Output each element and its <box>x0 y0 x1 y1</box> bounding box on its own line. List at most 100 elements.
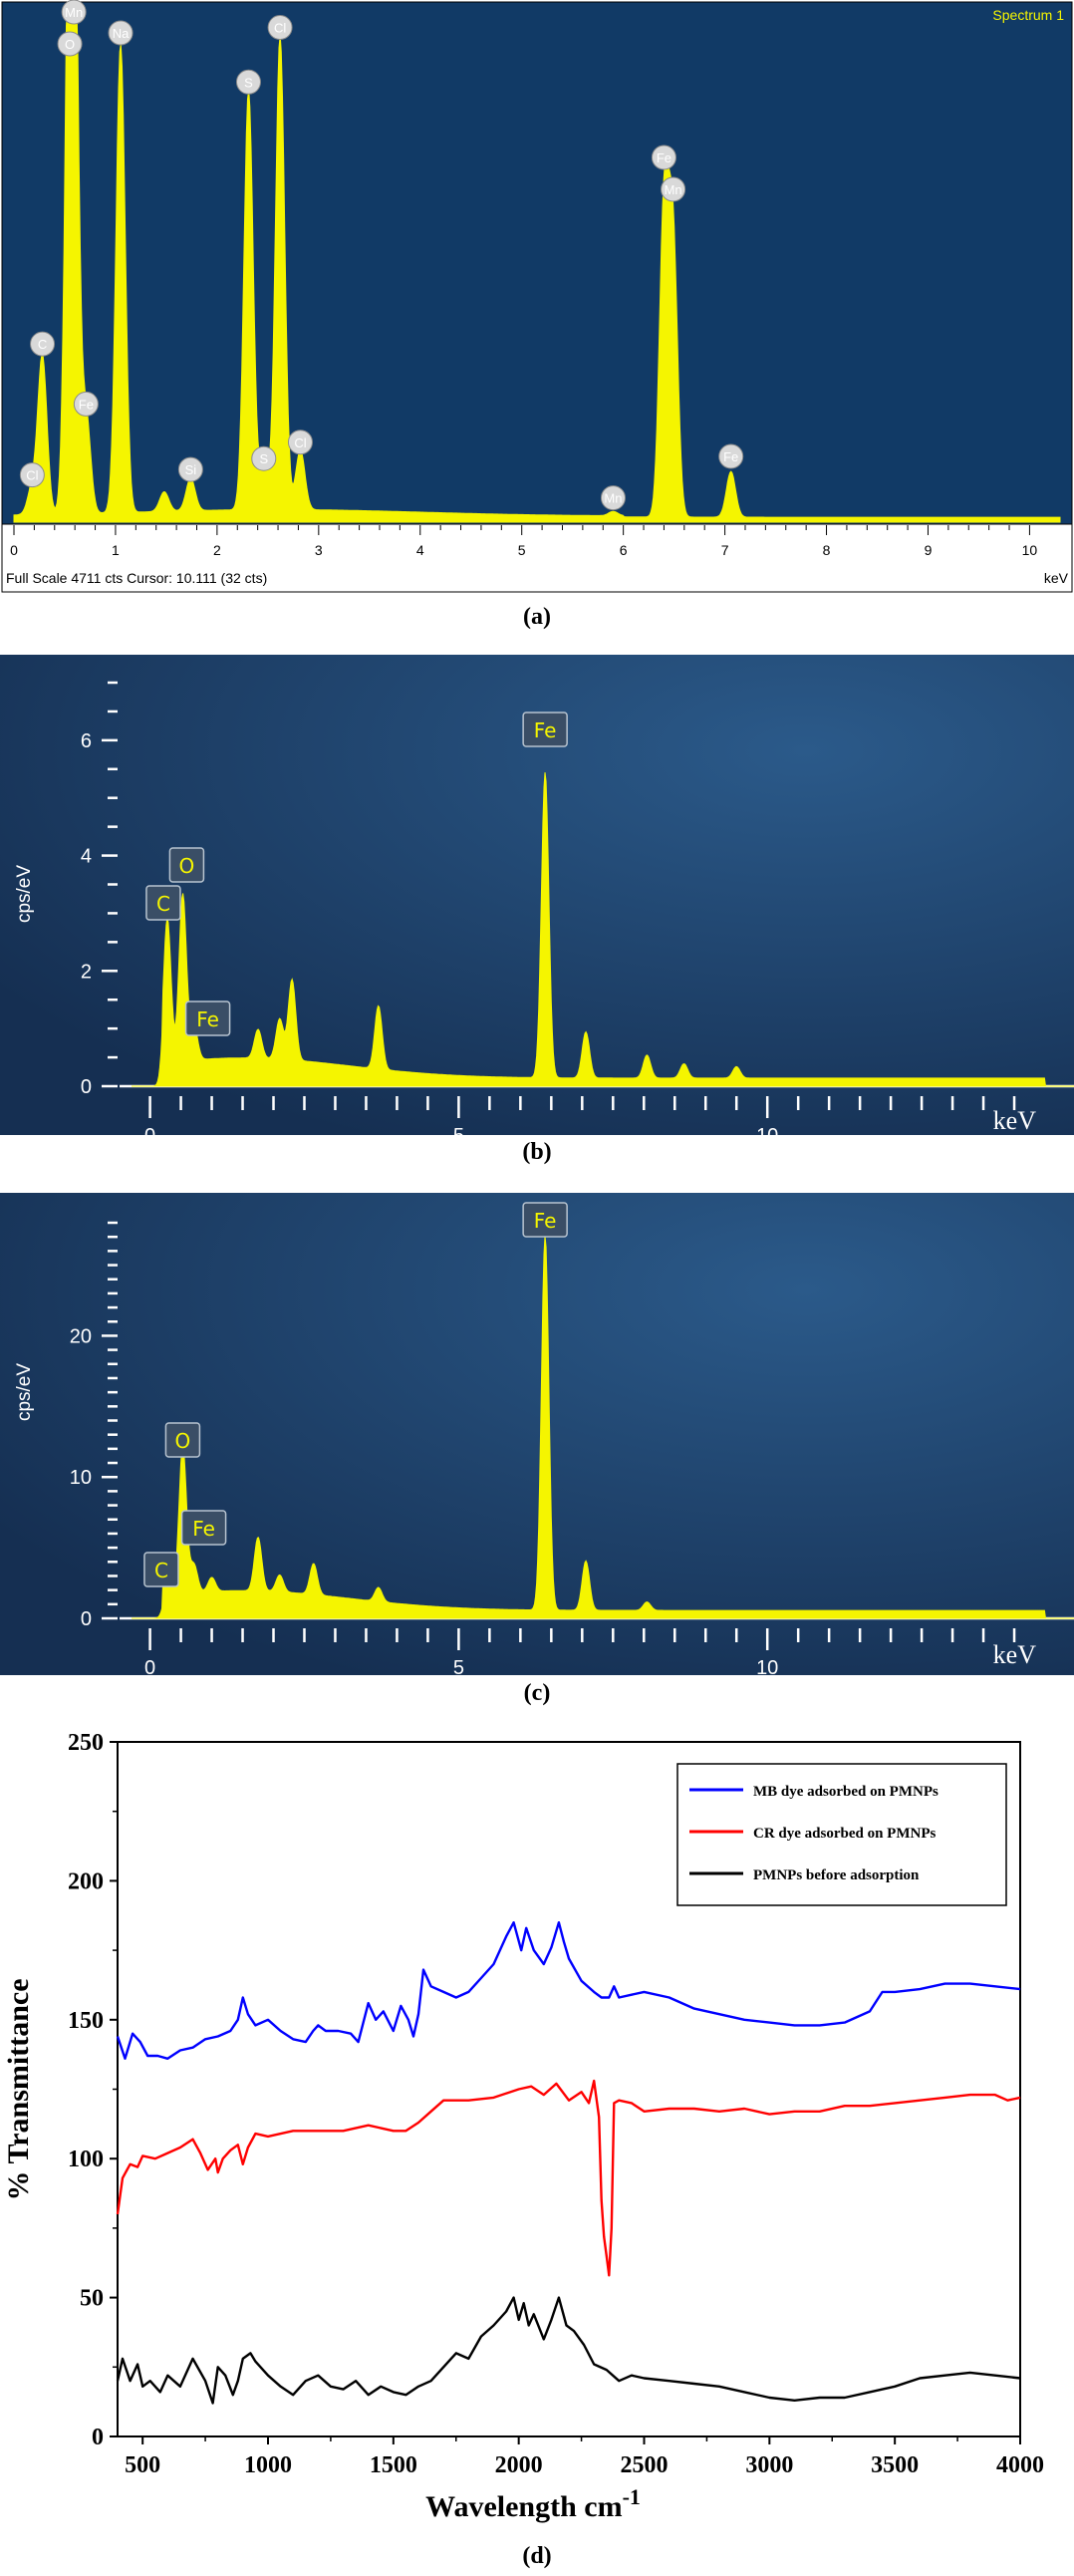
series-line-cr <box>116 2079 1021 2277</box>
peak-label-s: S <box>251 445 277 471</box>
x-tick-label: 4 <box>416 542 424 558</box>
caption-a: (a) <box>523 604 551 630</box>
peak-label-box <box>143 1552 179 1587</box>
x-tick-label: 0 <box>10 542 18 558</box>
ftir-chart: 0 50 100 150 200 250 500 1000 1500 2000 2500 3000 35… <box>2 1730 1044 2523</box>
peak-label-bubble <box>661 176 686 202</box>
peak-label-bubble <box>235 69 261 95</box>
peak-label-text: Cl <box>274 21 286 36</box>
y-tick-label: 250 <box>68 1730 104 1756</box>
x-axis: 0 1 2 3 4 5 6 7 8 9 10 <box>10 525 1037 558</box>
peak-label-box <box>164 1422 201 1458</box>
peak-label-bubble <box>287 429 313 455</box>
peak-label-text: Fe <box>657 150 671 165</box>
peak-label-bubble <box>19 462 45 488</box>
y-tick-label: 20 <box>70 1325 92 1347</box>
x-tick-label: 6 <box>620 542 628 558</box>
spectrum-peak-area <box>132 772 1074 1087</box>
x-tick-label: 500 <box>125 2452 160 2478</box>
peak-label-text: S <box>259 451 268 466</box>
peak-label-cl: Cl <box>267 15 293 41</box>
peak-label-bubble <box>57 31 83 57</box>
peak-label-text: Cl <box>26 468 38 483</box>
peak-label-text: O <box>179 854 195 878</box>
peak-label-bubble <box>177 456 203 482</box>
legend-label-cr: CR dye adsorbed on PMNPs <box>753 1826 937 1842</box>
y-tick-label: 6 <box>81 730 92 752</box>
peak-label-box <box>145 885 181 921</box>
eds-spectrum-c: 0 10 20 0 5 10 C O Fe Fe cps/eV keV <box>0 1193 1074 1675</box>
y-tick-label: 4 <box>81 846 92 868</box>
y-tick-label: 200 <box>68 1868 104 1894</box>
peak-label-fe: Fe <box>73 391 99 417</box>
y-tick-label: 2 <box>81 961 92 983</box>
plot-background <box>1 1 1073 525</box>
peak-label-o: O <box>57 31 83 57</box>
peak-label-fe: Fe <box>522 1202 568 1238</box>
peak-label-text: Fe <box>79 397 94 412</box>
peak-label-c: C <box>145 885 181 921</box>
peak-label-box <box>180 1510 227 1546</box>
peak-label-box <box>522 712 568 747</box>
legend-label-mb: MB dye adsorbed on PMNPs <box>753 1784 939 1800</box>
peak-label-bubble <box>61 0 87 25</box>
peak-label-text: Fe <box>196 1007 219 1031</box>
peak-label-text: C <box>154 1559 168 1582</box>
x-tick-label: 8 <box>823 542 831 558</box>
peak-label-fe: Fe <box>522 712 568 747</box>
peak-label-fe: Fe <box>651 144 676 170</box>
peak-label-text: C <box>38 337 47 352</box>
peak-label-text: C <box>156 892 170 916</box>
peak-label-mn: Mn <box>661 176 686 202</box>
axis-unit: keV <box>1044 570 1069 586</box>
y-tick-label: 150 <box>68 2008 104 2034</box>
legend: MB dye adsorbed on PMNPs CR dye adsorbed… <box>676 1763 1007 1906</box>
peak-label-text: Na <box>113 26 130 41</box>
x-tick-label: 9 <box>925 542 933 558</box>
x-tick-label: 5 <box>453 1657 464 1675</box>
peak-labels: C O Fe Fe <box>143 1202 568 1587</box>
x-tick-label: 2 <box>213 542 221 558</box>
peak-label-text: O <box>65 37 75 52</box>
x-tick-label: 10 <box>756 1657 778 1675</box>
x-axis-label-main: Wavelength cm <box>425 2490 622 2523</box>
x-tick-label: 3 <box>315 542 323 558</box>
legend-label-pmnp: PMNPs before adsorption <box>753 1867 920 1883</box>
y-tick-label: 0 <box>81 1608 92 1630</box>
x-tick-label: 5 <box>518 542 526 558</box>
peak-label-c: C <box>30 331 56 357</box>
x-axis-label-sup: -1 <box>623 2484 641 2509</box>
peak-label-cl: Cl <box>19 462 45 488</box>
y-tick-label: 0 <box>92 2425 104 2450</box>
x-tick-label: 3000 <box>745 2452 793 2478</box>
caption-c: (c) <box>523 1680 551 1706</box>
eds-spectrum-b: 0 2 4 6 0 5 10 CO Fe Fe cps/eV keV <box>0 655 1074 1137</box>
peak-label-text: Fe <box>534 1209 557 1233</box>
spectrum-peak-area <box>13 7 1061 523</box>
peak-label-bubble <box>651 144 676 170</box>
peak-label-text: Mn <box>604 491 622 506</box>
x-tick-label: 1500 <box>370 2452 417 2478</box>
peak-label-bubble <box>267 15 293 41</box>
spectrum-peak-area <box>132 1236 1074 1619</box>
peak-label-text: Si <box>185 462 197 477</box>
peak-series <box>132 1236 1074 1619</box>
y-tick-label: 10 <box>70 1467 92 1489</box>
peak-label-bubble <box>73 391 99 417</box>
y-tick-label: 0 <box>81 1076 92 1098</box>
peak-label-bubble <box>718 443 744 469</box>
x-tick-label: 10 <box>1022 542 1038 558</box>
peak-label-s: S <box>235 69 261 95</box>
peak-label-mn: Mn <box>600 485 626 511</box>
peak-label-bubble <box>108 20 134 46</box>
x-tick-label: 4000 <box>996 2452 1044 2478</box>
peak-label-si: Si <box>177 456 203 482</box>
peak-label-text: Fe <box>534 718 557 742</box>
peak-label-fe: Fe <box>718 443 744 469</box>
axis-unit: keV <box>993 1106 1037 1135</box>
y-tick-label: 100 <box>68 2147 104 2172</box>
peak-series <box>13 7 1061 523</box>
peak-label-text: Mn <box>665 182 682 197</box>
peak-label-fe: Fe <box>180 1510 227 1546</box>
peak-label-na: Na <box>108 20 134 46</box>
